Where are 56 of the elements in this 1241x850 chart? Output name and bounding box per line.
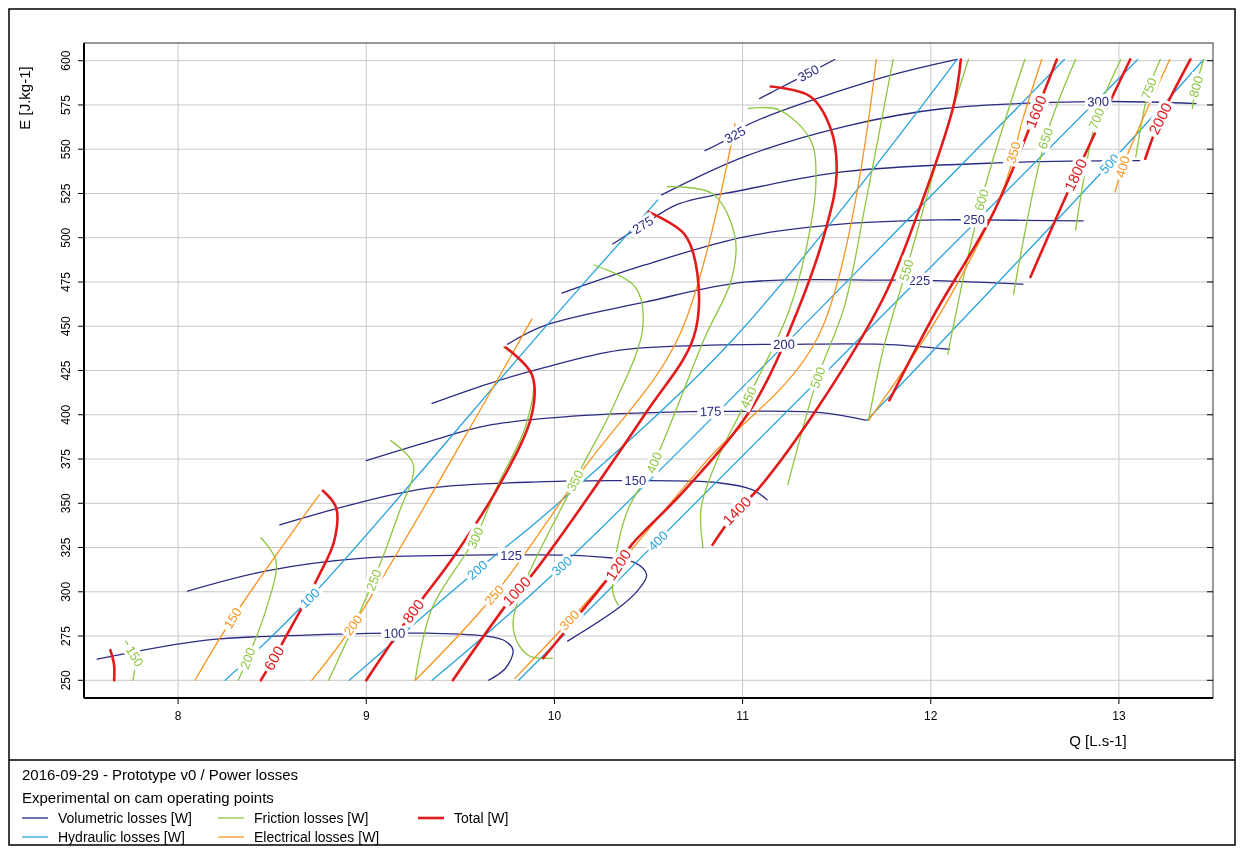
y-tick-label: 550: [59, 138, 73, 160]
legend-label: Hydraulic losses [W]: [58, 828, 185, 845]
legend-label: Friction losses [W]: [254, 809, 369, 826]
annotation: 350: [1003, 140, 1024, 166]
annotation: 250: [362, 567, 385, 593]
y-tick-label: 325: [59, 537, 73, 558]
legend-label: Volumetric losses [W]: [58, 809, 192, 826]
y-axis-title: E [J.kg-1]: [16, 66, 33, 130]
annotation: 1800: [1060, 155, 1091, 194]
annotation: 350: [563, 467, 587, 494]
annotation: 400: [643, 449, 666, 476]
text: Experimental on cam operating points: [22, 789, 274, 806]
y-tick-label: 475: [59, 271, 73, 292]
annotation: 2000: [1144, 99, 1176, 138]
annotation: 350: [795, 61, 822, 85]
y-tick-label: 450: [59, 315, 73, 337]
annotation: 200: [236, 645, 259, 671]
y-tick-label: 275: [59, 625, 73, 647]
annotation: 600: [260, 642, 288, 674]
y-tick-label: 425: [59, 360, 73, 381]
annotation: 150: [220, 605, 245, 632]
annotation: 325: [721, 123, 749, 147]
annotation: 275: [629, 212, 657, 238]
annotation: 450: [736, 384, 760, 411]
legend-label: Electrical losses [W]: [254, 828, 380, 845]
annotation: 150: [122, 643, 147, 670]
legend-label: Total [W]: [454, 809, 509, 826]
y-tick-label: 575: [59, 94, 73, 115]
annotation: 750: [1138, 75, 1160, 102]
annotation: 800: [1185, 74, 1207, 100]
x-tick-label: 10: [547, 709, 562, 723]
y-tick-label: 250: [59, 669, 73, 691]
annotation: 600: [971, 187, 992, 213]
annotation: 800: [398, 595, 428, 627]
x-tick-label: 13: [1112, 709, 1126, 723]
y-tick-label: 400: [59, 404, 73, 425]
annotation: 100: [296, 585, 323, 611]
x-tick-label: 11: [736, 709, 750, 723]
annotation: 300: [548, 553, 576, 579]
y-tick-label: 500: [59, 227, 73, 248]
x-tick-label: 9: [362, 709, 370, 723]
y-tick-label: 350: [59, 492, 73, 514]
y-tick-label: 600: [59, 50, 73, 71]
x-axis-title: Q [L.s-1]: [1069, 732, 1127, 749]
y-tick-label: 375: [59, 448, 73, 470]
x-tick-label: 12: [924, 709, 938, 723]
annotation: 500: [807, 364, 829, 391]
annotation: 400: [644, 527, 671, 554]
annotation: 200: [340, 611, 366, 639]
y-tick-label: 300: [59, 581, 73, 602]
text: 2016-09-29 - Prototype v0 / Power losses: [22, 766, 298, 783]
annotation: 300: [556, 607, 583, 634]
y-tick-label: 525: [59, 183, 73, 204]
x-tick-label: 8: [174, 709, 182, 723]
annotation: 300: [464, 524, 487, 551]
annotation: 200: [464, 557, 491, 583]
